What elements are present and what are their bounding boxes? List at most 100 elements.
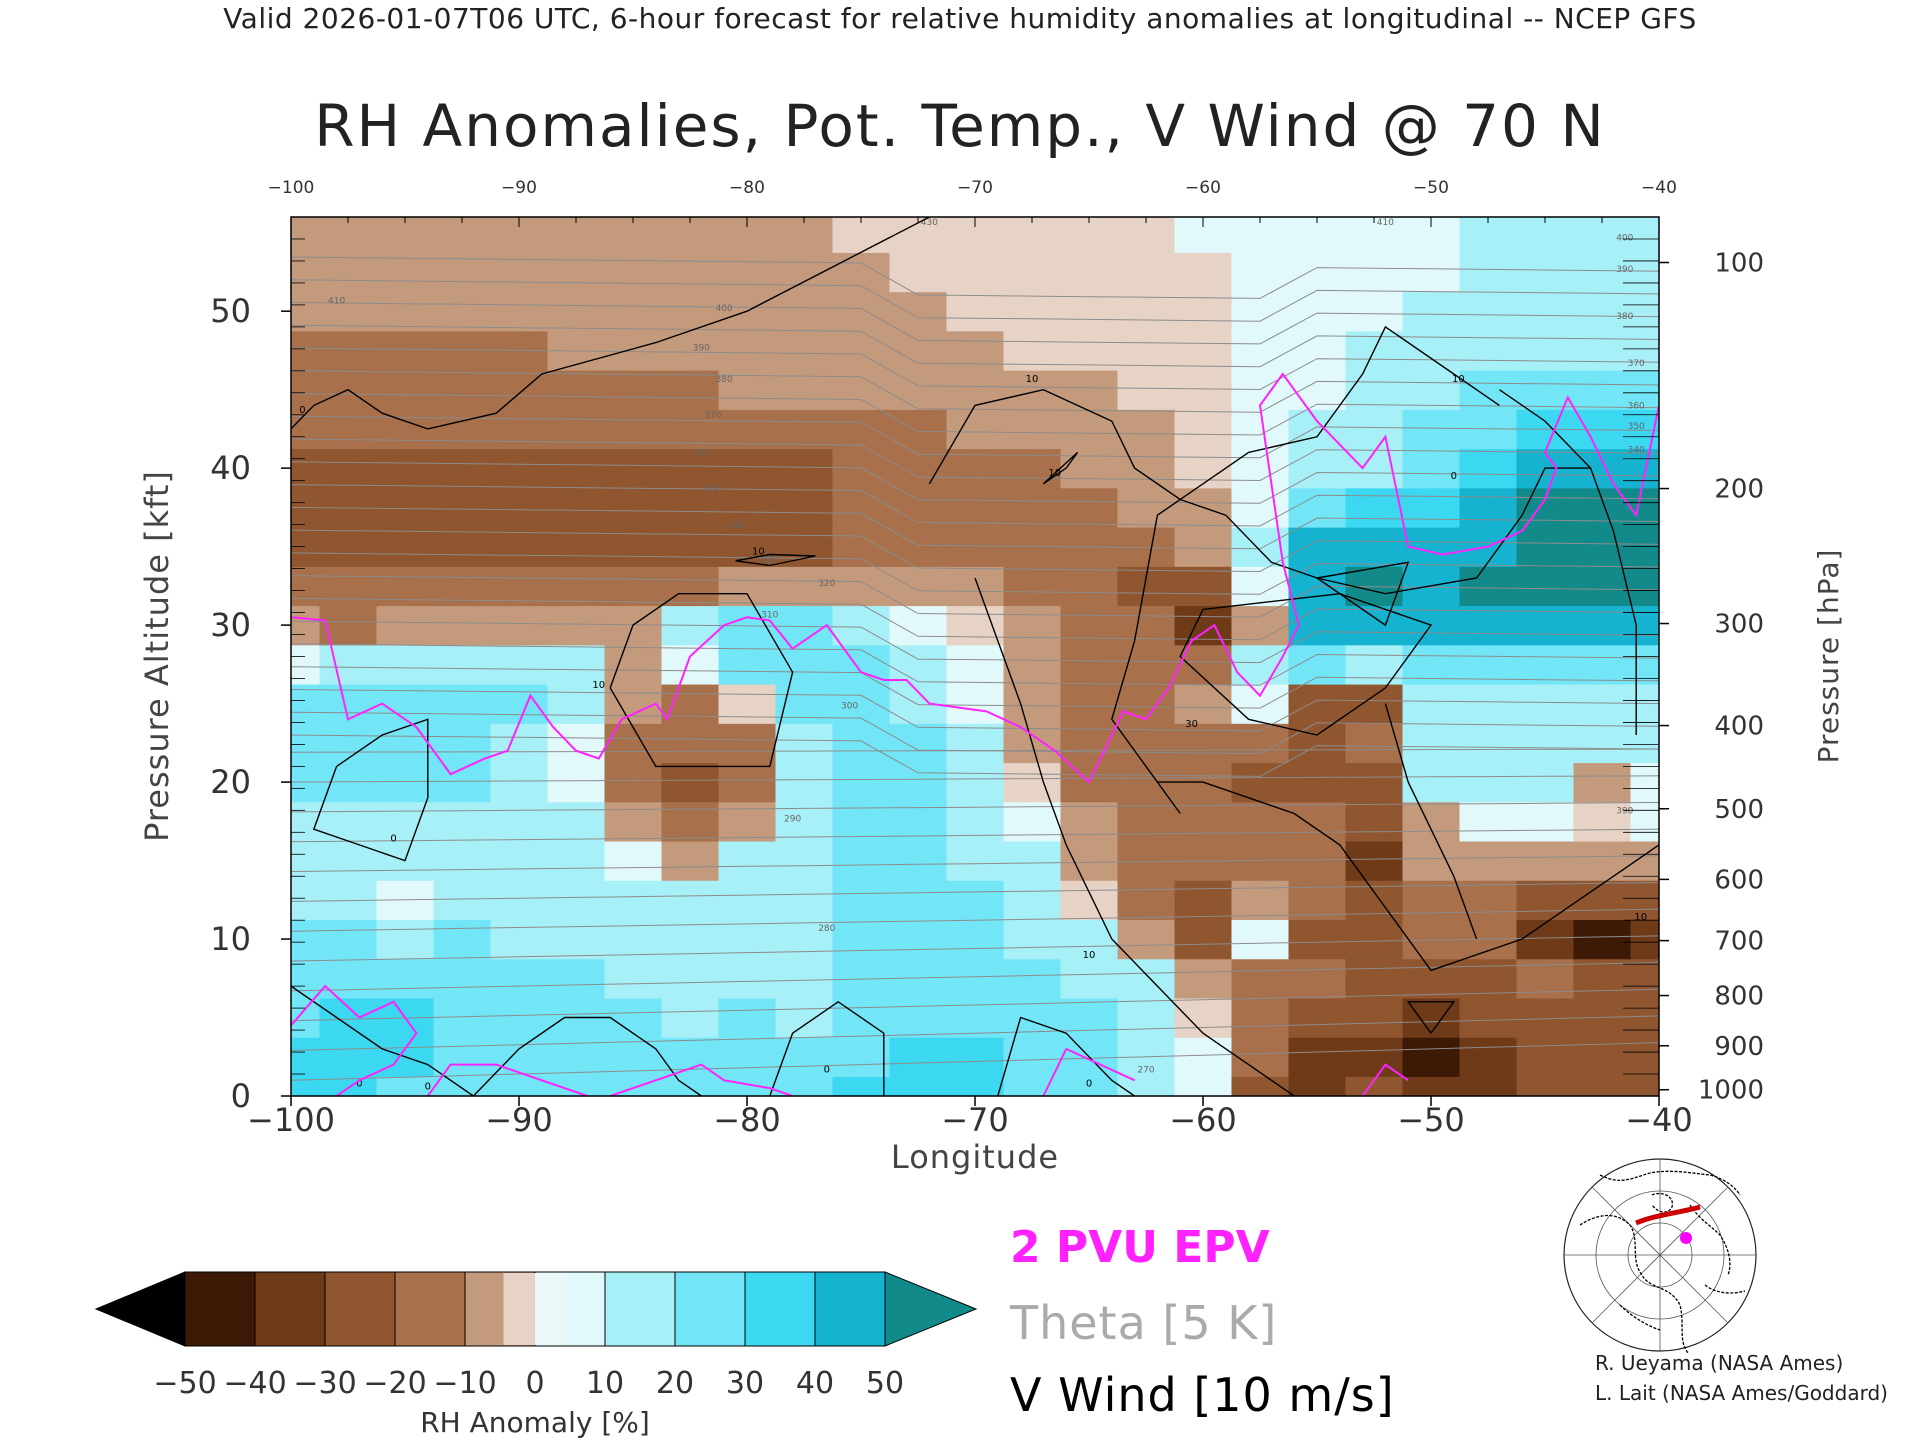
rh-cell <box>1516 1037 1575 1077</box>
theta-contour-line <box>291 438 1659 482</box>
rh-cell <box>490 252 549 293</box>
rh-cell <box>1231 330 1290 371</box>
rh-cell <box>1402 683 1461 724</box>
vwind-contour-label: 10 <box>1048 468 1061 479</box>
theta-contour-label: 370 <box>704 411 721 421</box>
rh-cell <box>889 762 948 803</box>
rh-cell <box>1459 723 1518 764</box>
rh-cell <box>547 880 606 921</box>
rh-cell <box>376 958 435 999</box>
rh-cell <box>775 330 834 371</box>
rh-cell <box>1231 252 1290 293</box>
rh-cell <box>718 448 777 489</box>
rh-cell <box>1060 997 1119 1038</box>
rh-cell <box>1003 487 1062 528</box>
rh-cell <box>1345 487 1404 528</box>
rh-cell <box>1174 723 1233 764</box>
rh-cell <box>1630 448 1659 489</box>
rh-cell <box>661 919 720 960</box>
theta-contour-line <box>291 1042 1659 1081</box>
rh-cell <box>1060 880 1119 921</box>
rh-cell <box>291 605 321 646</box>
rh-cell <box>1573 330 1632 371</box>
rh-cell <box>1231 801 1290 842</box>
rh-cell <box>490 1076 549 1096</box>
theta-contour-label: 380 <box>716 375 733 385</box>
rh-cell <box>946 409 1005 450</box>
rh-cell <box>946 487 1005 528</box>
rh-cell <box>1117 840 1176 881</box>
epv-line-lower <box>1042 1047 1136 1096</box>
rh-cell <box>1174 880 1233 921</box>
rh-cell <box>718 527 777 567</box>
rh-cell <box>1231 723 1290 764</box>
theta-contour-line <box>291 529 1659 573</box>
cross-section-line <box>1635 1204 1701 1226</box>
rh-cell <box>1060 958 1119 999</box>
rh-cell <box>775 1076 834 1096</box>
credit-line-2: L. Lait (NASA Ames/Goddard) <box>1595 1381 1888 1405</box>
rh-cell <box>832 683 891 724</box>
rh-cell <box>1288 1037 1347 1077</box>
rh-cell <box>1060 840 1119 881</box>
rh-cell <box>1060 409 1119 450</box>
rh-cell <box>376 330 435 371</box>
rh-cell <box>1459 370 1518 410</box>
rh-cell <box>1174 1076 1233 1096</box>
rh-cell <box>1117 683 1176 724</box>
rh-cell <box>1231 1076 1290 1096</box>
vwind-contour-label: 30 <box>1185 719 1198 730</box>
y-tick-label: 10 <box>210 920 251 958</box>
rh-cell <box>832 1037 891 1077</box>
colorbar: −50 −40 −30 −20 −10 0 10 20 30 40 50 RH Anomaly [%] <box>94 1271 978 1439</box>
rh-cell <box>433 919 492 960</box>
rh-cell <box>1288 801 1347 842</box>
rh-cell <box>1402 958 1461 999</box>
rh-cell <box>1516 801 1575 842</box>
rh-cell <box>547 644 606 685</box>
rh-cell <box>1402 1037 1461 1077</box>
rh-cell <box>889 527 948 567</box>
rh-cell <box>1459 880 1518 921</box>
theta-contour-label: 390 <box>1616 806 1633 816</box>
rh-cell <box>889 1037 948 1077</box>
theta-contour-line <box>291 415 1659 459</box>
rh-cell <box>1516 330 1575 371</box>
rh-cell <box>1459 762 1518 803</box>
rh-cell <box>1402 840 1461 881</box>
rh-cell <box>604 487 663 528</box>
rh-cell <box>775 723 834 764</box>
rh-cell <box>946 958 1005 999</box>
rh-cell <box>1060 291 1119 332</box>
valid-time-line: Valid 2026-01-07T06 UTC, 6-hour forecast… <box>223 2 1697 35</box>
rh-cell <box>1459 330 1518 371</box>
rh-cell <box>946 723 1005 764</box>
theta-contour-label: 290 <box>784 814 801 824</box>
rh-cell <box>1402 448 1461 489</box>
rh-cell <box>661 840 720 881</box>
rh-cell <box>946 840 1005 881</box>
rh-cell <box>946 644 1005 685</box>
vwind-contour-line <box>735 553 816 567</box>
rh-cell <box>291 919 321 960</box>
theta-contour-line <box>291 575 1659 618</box>
rh-cell <box>1573 762 1632 803</box>
colorbar-tick-label: 10 <box>586 1366 624 1401</box>
theta-contour-label: 400 <box>716 304 733 314</box>
rh-cell <box>1003 644 1062 685</box>
rh-cell <box>1003 880 1062 921</box>
rh-cell <box>1345 527 1404 567</box>
rh-cell <box>1231 605 1290 646</box>
rh-cell <box>433 723 492 764</box>
rh-cell <box>1516 291 1575 332</box>
rh-cell <box>889 370 948 410</box>
rh-cell <box>319 919 378 960</box>
rh-cell <box>1231 566 1290 607</box>
pressure-tick-label: 200 <box>1714 475 1764 505</box>
rh-cell <box>1459 1037 1518 1077</box>
rh-cell <box>1174 958 1233 999</box>
epv-line-upper <box>291 372 1659 784</box>
theta-contour-line <box>291 302 1659 345</box>
rh-cell <box>832 409 891 450</box>
rh-cell <box>490 448 549 489</box>
